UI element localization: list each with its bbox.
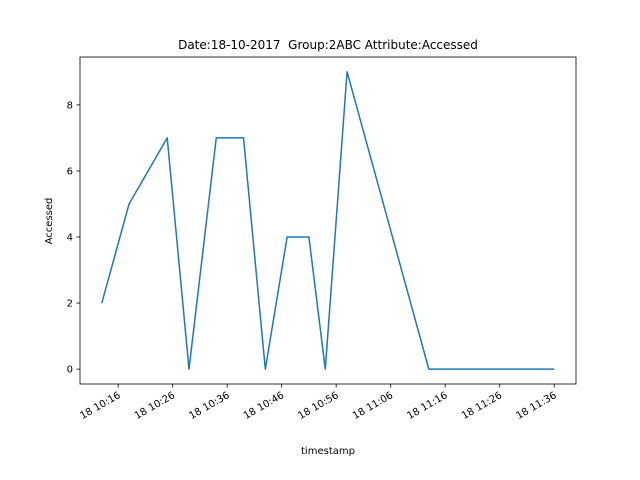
series-line [101,71,555,370]
y-tick-label: 8 [67,100,73,111]
x-axis-label: timestamp [301,446,355,457]
chart-title: Date:18-10-2017 Group:2ABC Attribute:Acc… [178,38,478,52]
plot-frame [79,56,577,385]
y-tick-label: 2 [67,299,73,310]
y-axis-label: Accessed [44,198,55,245]
y-tick-label: 4 [67,233,73,244]
y-tick-label: 6 [67,166,73,177]
y-tick-label: 0 [67,365,73,376]
